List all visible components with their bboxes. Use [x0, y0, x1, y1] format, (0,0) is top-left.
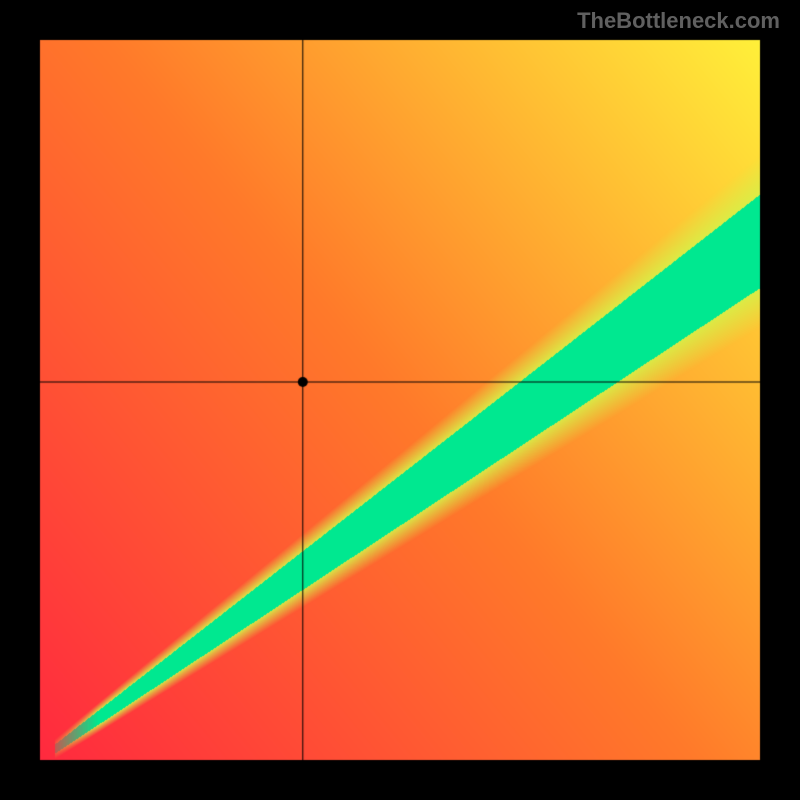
bottleneck-heatmap — [0, 0, 800, 800]
watermark-text: TheBottleneck.com — [577, 8, 780, 34]
chart-container: TheBottleneck.com — [0, 0, 800, 800]
